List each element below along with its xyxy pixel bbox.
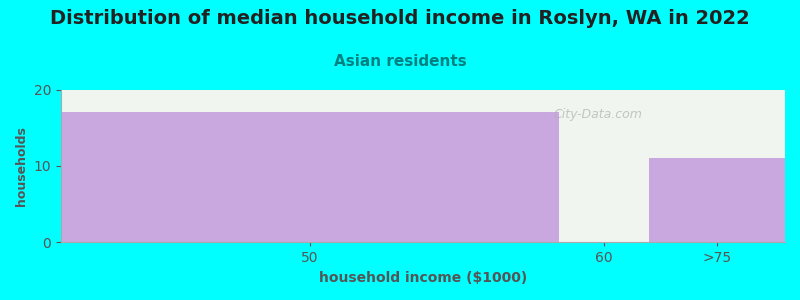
- Bar: [61, 112, 558, 242]
- X-axis label: household income ($1000): household income ($1000): [319, 271, 527, 285]
- Y-axis label: households: households: [15, 126, 28, 206]
- Text: Distribution of median household income in Roslyn, WA in 2022: Distribution of median household income …: [50, 9, 750, 28]
- Text: City-Data.com: City-Data.com: [554, 108, 642, 121]
- Text: Asian residents: Asian residents: [334, 54, 466, 69]
- Bar: [650, 158, 785, 242]
